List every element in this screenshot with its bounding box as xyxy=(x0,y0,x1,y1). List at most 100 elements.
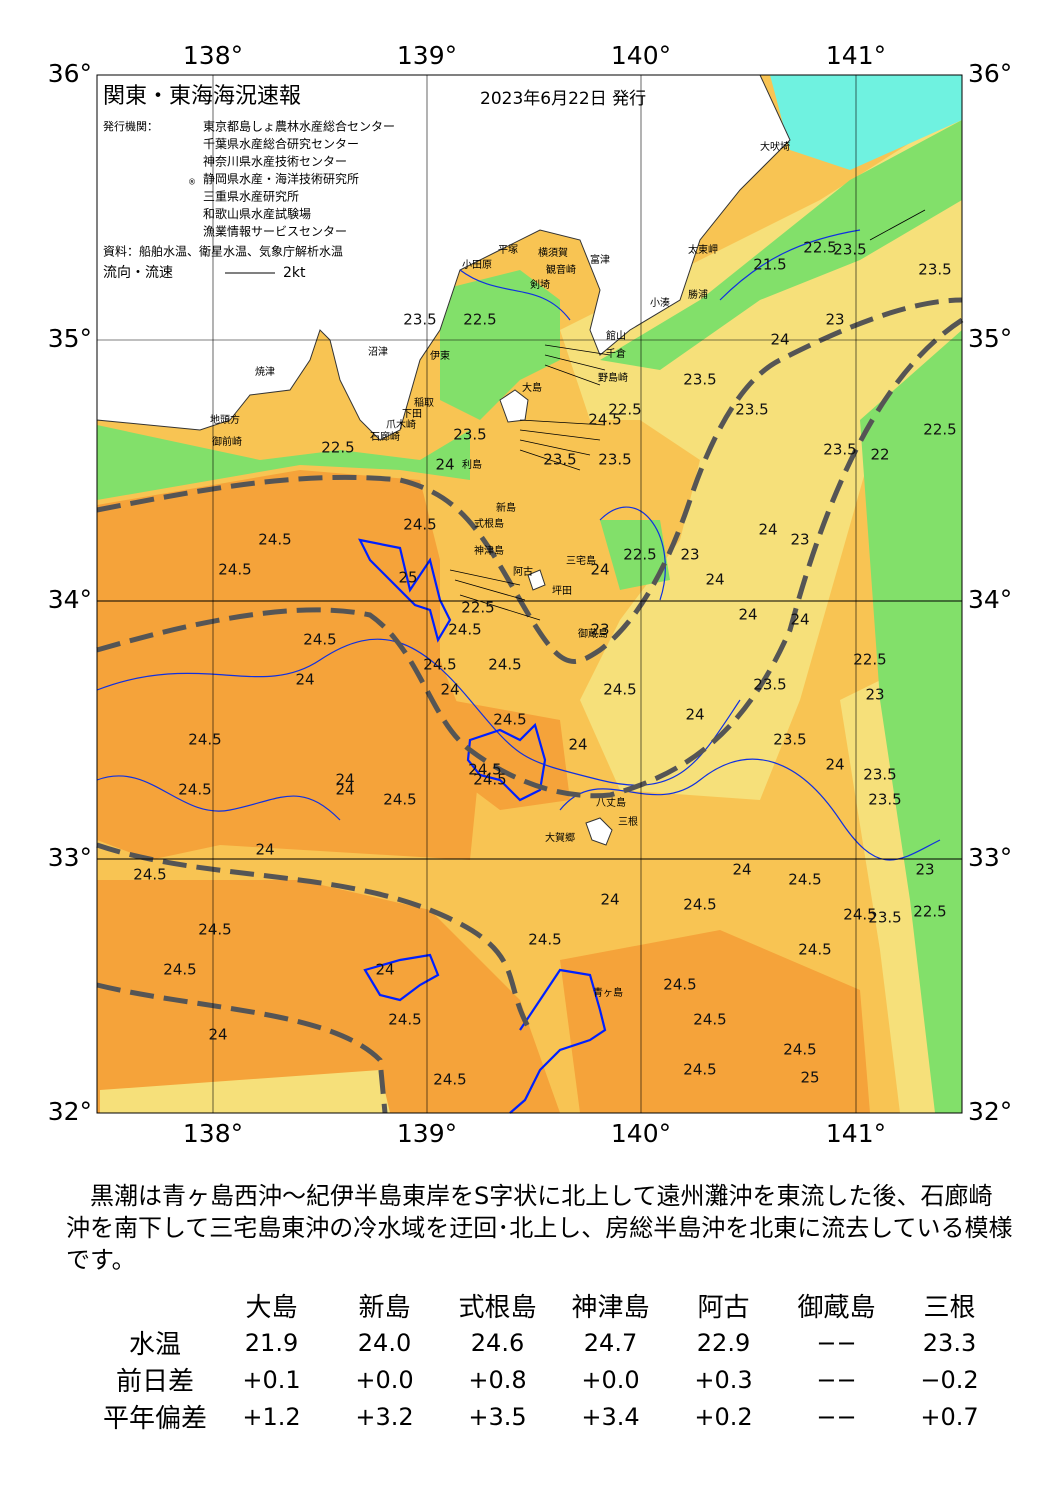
cell: +0.1 xyxy=(242,1365,301,1394)
isotherm-label: 24 xyxy=(770,331,789,349)
isotherm-label: 24 xyxy=(738,606,757,624)
lat-label: 34° xyxy=(48,585,92,614)
isotherm-label: 24.5 xyxy=(528,931,561,949)
place-name: 新島 xyxy=(496,501,516,514)
cell: +0.0 xyxy=(581,1365,640,1394)
place-name: 館山 xyxy=(606,329,626,342)
place-name: 坪田 xyxy=(552,584,572,597)
issuer: 神奈川県水産技術センター xyxy=(203,154,347,169)
place-name: 観音崎 xyxy=(546,263,576,276)
cell: −0.2 xyxy=(920,1365,979,1394)
isotherm-label: 24.5 xyxy=(783,1041,816,1059)
isotherm-label: 24.5 xyxy=(178,781,211,799)
isotherm-label: 23.5 xyxy=(598,451,631,469)
cell: +0.0 xyxy=(355,1365,414,1394)
place-name: 富津 xyxy=(590,253,610,266)
place-name: 阿古 xyxy=(513,565,533,578)
row-label: 平年偏差 xyxy=(102,1404,207,1434)
isotherm-label: 24.5 xyxy=(448,621,481,639)
column-header: 大島 xyxy=(245,1293,298,1323)
lon-label: 140° xyxy=(611,1119,671,1148)
isotherm-label: 24.5 xyxy=(468,761,501,779)
lat-label: 32° xyxy=(968,1097,1012,1126)
isotherm-label: 24 xyxy=(685,706,704,724)
lon-label: 141° xyxy=(826,1119,886,1148)
row-label: 水温 xyxy=(128,1330,181,1360)
isotherm-label: 24.5 xyxy=(218,561,251,579)
isotherm-label: 23.5 xyxy=(543,451,576,469)
isotherm-label: 23.5 xyxy=(868,791,901,809)
land xyxy=(96,74,791,846)
graticule xyxy=(96,74,963,1114)
isotherm-label: 24 xyxy=(590,561,609,579)
isotherm-label: 24.5 xyxy=(683,896,716,914)
issuer-mark: ® xyxy=(188,178,196,187)
row-label: 前日差 xyxy=(115,1367,194,1397)
isotherm-label: 24.5 xyxy=(258,531,291,549)
cell: 24.6 xyxy=(470,1328,525,1357)
cell: +0.3 xyxy=(694,1365,753,1394)
isotherm-label: 24 xyxy=(255,841,274,859)
cell: +3.2 xyxy=(355,1402,414,1431)
isotherm-label: 24 xyxy=(568,736,587,754)
place-name: 爪木崎 xyxy=(386,418,416,431)
place-name: 大島 xyxy=(522,381,542,394)
place-name: 下田 xyxy=(402,409,422,420)
isotherm-label: 24.5 xyxy=(693,1011,726,1029)
isotherm-label: 24.5 xyxy=(303,631,336,649)
lon-label: 139° xyxy=(397,1119,457,1148)
current-vectors xyxy=(449,209,926,621)
column-header: 新島 xyxy=(358,1293,411,1323)
place-name: 御蔵島 xyxy=(578,627,608,640)
lat-label: 36° xyxy=(48,59,92,88)
issuer-label: 発行機関： xyxy=(103,119,158,133)
place-name: 千倉 xyxy=(606,347,626,360)
place-name: 地頭方 xyxy=(210,413,240,426)
lon-label: 138° xyxy=(183,1119,243,1148)
cell: +3.4 xyxy=(581,1402,640,1431)
isotherm-label: 23.5 xyxy=(823,441,856,459)
isotherm xyxy=(96,229,941,861)
column-header: 阿古 xyxy=(697,1293,750,1323)
isotherm-label: 24.5 xyxy=(163,961,196,979)
cell: 24.7 xyxy=(583,1328,638,1357)
map-title: 関東・東海海況速報 xyxy=(103,84,301,109)
place-name: 八丈島 xyxy=(596,796,626,809)
data-row: 水温 21.9 24.0 24.6 24.7 22.9 −− 23.3 xyxy=(95,1324,1006,1361)
place-name: 大吠埼 xyxy=(760,140,790,153)
issuer: 漁業情報サービスセンター xyxy=(203,225,347,239)
issuer: 三重県水産研究所 xyxy=(203,189,299,204)
isotherm-label: 24 xyxy=(375,961,394,979)
isotherm-label: 23.5 xyxy=(403,311,436,329)
column-header: 御蔵島 xyxy=(797,1293,876,1323)
place-name: 勝浦 xyxy=(688,288,708,301)
isotherm-label: 22.5 xyxy=(461,599,494,617)
cell: +1.2 xyxy=(242,1402,301,1431)
isotherm-label: 24 xyxy=(600,891,619,909)
cell: +0.8 xyxy=(468,1365,527,1394)
isotherm-label: 24 xyxy=(732,861,751,879)
lat-label: 32° xyxy=(48,1097,92,1126)
lat-label: 33° xyxy=(48,843,92,872)
lon-label: 140° xyxy=(611,41,671,70)
isotherm-label: 24.5 xyxy=(383,791,416,809)
isotherm-label: 24.5 xyxy=(473,771,506,789)
isotherm-label: 22.5 xyxy=(321,439,354,457)
isotherm-label: 24.5 xyxy=(188,731,221,749)
cell: 23.3 xyxy=(922,1328,977,1357)
isotherm-label: 22.5 xyxy=(608,401,641,419)
lon-label: 138° xyxy=(183,41,243,70)
cell: 24.0 xyxy=(357,1328,412,1357)
issue-date: 2023年6月22日 発行 xyxy=(480,89,646,109)
data-row: 平年偏差 +1.2 +3.2 +3.5 +3.4 +0.2 −− +0.7 xyxy=(95,1398,1006,1435)
cell: 21.9 xyxy=(244,1328,299,1357)
isotherm-label: 23 xyxy=(915,861,934,879)
cell: −− xyxy=(816,1328,857,1357)
isotherm-label: 23 xyxy=(825,311,844,329)
isotherm-label: 24.5 xyxy=(133,866,166,884)
lat-label: 33° xyxy=(968,843,1012,872)
isotherm-label: 22.5 xyxy=(463,311,496,329)
place-name: 三根 xyxy=(618,815,638,828)
place-name: 式根島 xyxy=(474,517,504,530)
